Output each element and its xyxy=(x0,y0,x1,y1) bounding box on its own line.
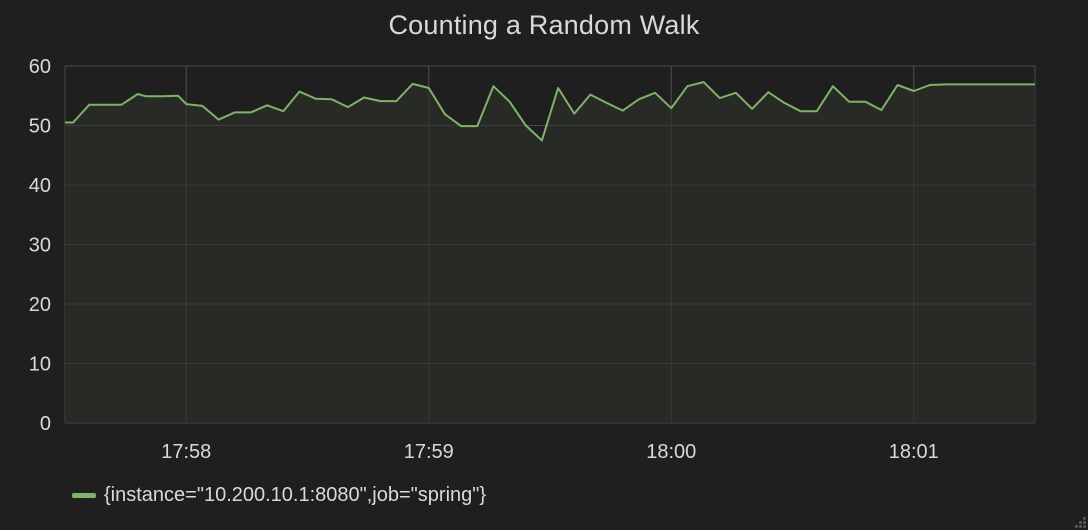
series-line xyxy=(65,81,1035,142)
y-tick-label: 0 xyxy=(40,413,51,435)
panel-title[interactable]: Counting a Random Walk xyxy=(388,10,700,40)
series-area-fill xyxy=(65,82,1035,423)
legend-series-label[interactable]: {instance="10.200.10.1:8080",job="spring… xyxy=(104,483,487,506)
y-tick-label: 10 xyxy=(29,354,51,376)
x-tick-label: 17:59 xyxy=(404,441,454,463)
series-area xyxy=(65,82,1035,423)
legend: {instance="10.200.10.1:8080",job="spring… xyxy=(72,481,486,509)
y-axis: 0 10 20 30 40 50 60 xyxy=(29,56,51,435)
x-tick-label: 17:58 xyxy=(161,441,211,463)
chart[interactable]: 0 10 20 30 40 50 60 17:58 17:59 18:00 18:01 xyxy=(0,0,1088,470)
series-line-0[interactable] xyxy=(65,81,1035,142)
y-tick-label: 30 xyxy=(29,235,51,257)
grid-overlay xyxy=(65,65,1035,424)
legend-series-color-icon[interactable] xyxy=(72,492,96,498)
x-axis: 17:58 17:59 18:00 18:01 xyxy=(161,441,939,463)
x-tick-label: 18:01 xyxy=(889,441,939,463)
resize-handle-icon[interactable] xyxy=(1074,516,1086,528)
y-tick-label: 40 xyxy=(29,175,51,197)
y-tick-label: 50 xyxy=(29,116,51,138)
y-tick-label: 60 xyxy=(29,56,51,78)
x-tick-label: 18:00 xyxy=(646,441,696,463)
y-tick-label: 20 xyxy=(29,294,51,316)
